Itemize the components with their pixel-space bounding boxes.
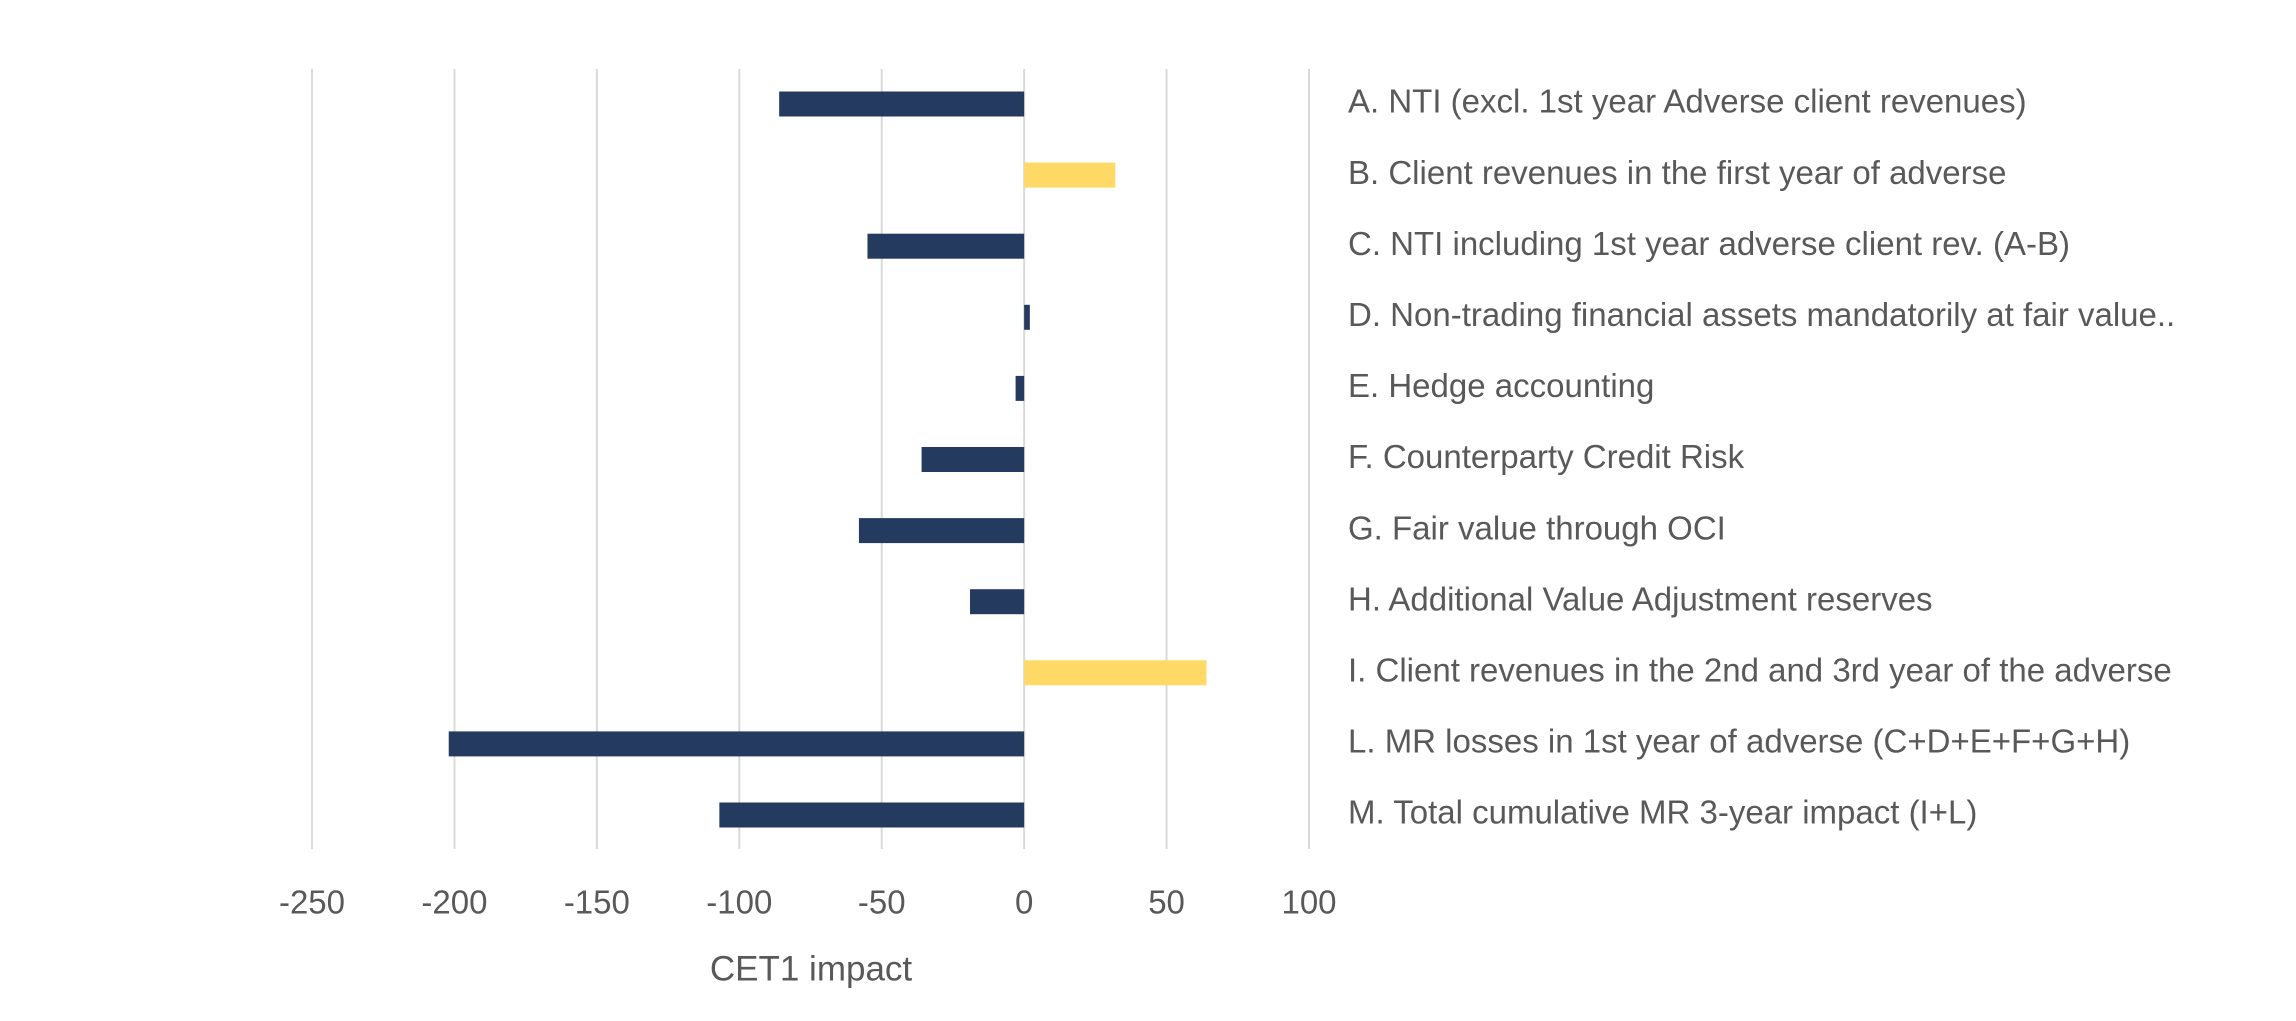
category-label: A. NTI (excl. 1st year Adverse client re… <box>1348 83 2027 120</box>
category-label: G. Fair value through OCI <box>1348 509 1726 546</box>
category-label: B. Client revenues in the first year of … <box>1348 154 2007 191</box>
x-tick-label: 100 <box>1281 884 1336 921</box>
bar <box>1024 162 1116 188</box>
category-label: D. Non-trading financial assets mandator… <box>1348 296 2175 333</box>
bar <box>921 447 1025 472</box>
category-label: L. MR losses in 1st year of adverse (C+D… <box>1348 723 2130 760</box>
bar <box>858 518 1025 544</box>
x-tick-label: 50 <box>1148 884 1185 921</box>
x-tick-label: 0 <box>1015 884 1033 921</box>
category-label: H. Additional Value Adjustment reserves <box>1348 580 1933 617</box>
x-tick-label: -50 <box>858 884 906 921</box>
x-tick-label: -150 <box>564 884 630 921</box>
category-label: F. Counterparty Credit Risk <box>1348 438 1745 475</box>
x-tick-label: -250 <box>279 884 345 921</box>
bar <box>1024 660 1207 686</box>
x-tick-label: -200 <box>421 884 487 921</box>
bar <box>867 233 1025 259</box>
category-label: M. Total cumulative MR 3-year impact (I+… <box>1348 794 1977 831</box>
bar <box>448 731 1025 757</box>
category-label: I. Client revenues in the 2nd and 3rd ye… <box>1348 652 2172 689</box>
bar <box>719 802 1025 828</box>
bar <box>970 589 1025 615</box>
bar <box>1024 304 1030 330</box>
x-axis-title: CET1 impact <box>710 949 913 988</box>
category-label: C. NTI including 1st year adverse client… <box>1348 225 2070 262</box>
category-label: E. Hedge accounting <box>1348 367 1654 404</box>
x-tick-label: -100 <box>706 884 772 921</box>
bar <box>779 91 1025 117</box>
bar <box>1015 375 1025 401</box>
